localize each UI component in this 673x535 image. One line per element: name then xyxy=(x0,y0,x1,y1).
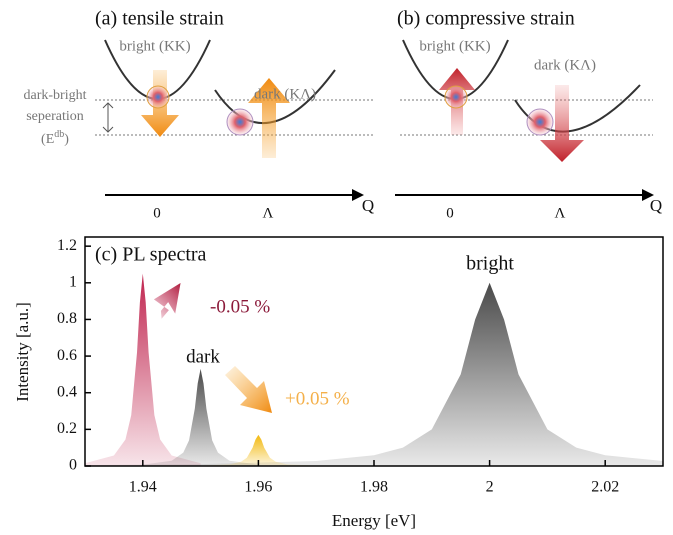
bright-label: bright (KK) xyxy=(419,38,490,54)
k-label: Λ xyxy=(263,205,274,221)
k-axis-head xyxy=(642,189,654,201)
separation-label: dark-bright xyxy=(24,88,87,103)
peak-label: -0.05 % xyxy=(210,296,270,317)
peak-label: bright xyxy=(466,253,514,275)
pl-chart: (c) PL spectra Energy [eV] Intensity [a.… xyxy=(13,236,664,530)
y-axis-label: Intensity [a.u.] xyxy=(13,302,32,402)
k-axis-head xyxy=(352,189,364,201)
x-axis-label: Energy [eV] xyxy=(332,511,416,530)
x-tick-label: 1.98 xyxy=(360,479,388,496)
arrow-up xyxy=(248,78,290,158)
y-tick-label: 0.4 xyxy=(57,383,77,400)
k-label: Λ xyxy=(555,205,566,221)
x-tick-label: 1.96 xyxy=(244,479,272,496)
superscript: db xyxy=(54,129,64,140)
plot-frame xyxy=(84,236,664,467)
panel-title: (a) tensile strain xyxy=(95,8,224,30)
panel-a: (a) tensile strain bright (KK) dark (KΛ)… xyxy=(24,8,375,221)
bright-label: bright (KK) xyxy=(119,38,190,54)
dark-label: dark (KΛ) xyxy=(534,57,596,73)
exciton xyxy=(226,108,254,136)
y-tick-label: 0 xyxy=(69,457,77,474)
exciton xyxy=(444,85,468,109)
exciton xyxy=(526,108,554,136)
peak-label: +0.05 % xyxy=(285,388,350,409)
panel-b: (b) compressive strain bright (KK) dark … xyxy=(395,8,662,221)
spectrum-area xyxy=(142,368,259,466)
x-tick-label: 2 xyxy=(486,479,494,496)
exciton xyxy=(146,85,170,109)
y-tick-label: 0.2 xyxy=(57,420,77,437)
y-tick-label: 1 xyxy=(69,273,77,290)
k-axis-label: Q xyxy=(650,196,662,215)
symbol: E xyxy=(46,132,55,147)
spectrum-area xyxy=(85,273,201,466)
y-tick-label: 0.8 xyxy=(57,310,77,327)
paren: ( xyxy=(41,132,46,147)
spectrum-area xyxy=(200,434,317,466)
strain-arrow xyxy=(225,366,272,413)
x-tick-label: 2.02 xyxy=(591,479,619,496)
k-label: 0 xyxy=(446,205,454,221)
dark-label: dark (KΛ) xyxy=(254,86,316,102)
spectrum-area xyxy=(85,282,663,466)
y-tick-label: 1.2 xyxy=(57,237,77,254)
strain-arrow xyxy=(153,283,181,319)
separation-symbol: (Edb) xyxy=(41,129,69,147)
panel-title: (b) compressive strain xyxy=(397,8,575,30)
chart-title: (c) PL spectra xyxy=(95,244,207,266)
arrow-down xyxy=(540,85,584,162)
y-tick-label: 0.6 xyxy=(57,347,77,364)
x-tick-label: 1.94 xyxy=(129,479,157,496)
separation-arrow xyxy=(102,102,114,133)
separation-label: seperation xyxy=(26,109,84,124)
paren: ) xyxy=(64,132,69,147)
k-label: 0 xyxy=(153,205,161,221)
k-axis-label: Q xyxy=(362,196,374,215)
peak-label: dark xyxy=(186,346,220,367)
